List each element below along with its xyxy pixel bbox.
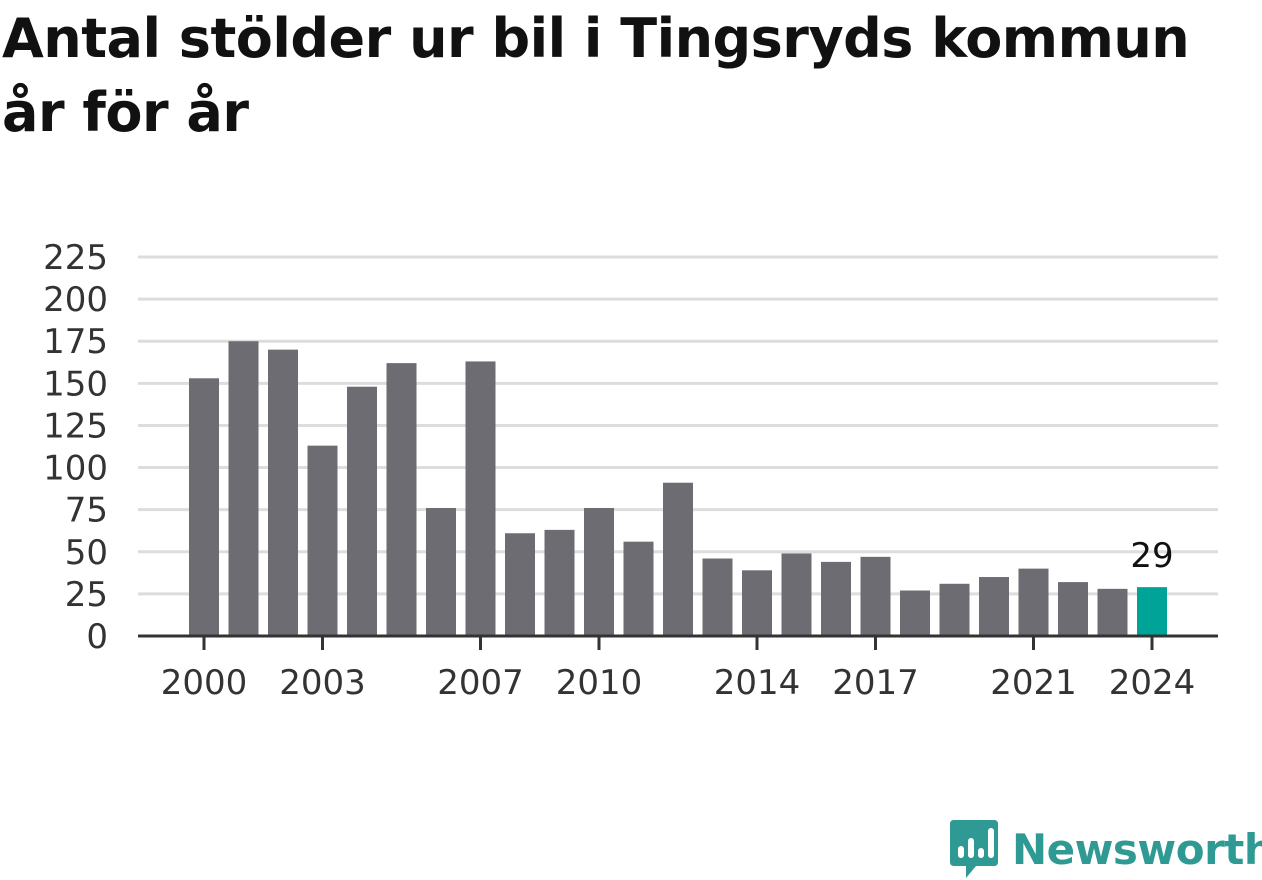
bar xyxy=(189,378,219,636)
bar xyxy=(1097,588,1128,636)
bar xyxy=(1058,582,1088,636)
x-tick-label: 2014 xyxy=(714,663,801,703)
y-tick-label: 125 xyxy=(43,406,108,446)
bar xyxy=(742,570,772,636)
y-tick-label: 75 xyxy=(65,491,108,531)
bar xyxy=(1018,568,1049,636)
brand-logo: Newsworthy xyxy=(948,818,1262,880)
bar xyxy=(900,590,930,636)
y-tick-label: 25 xyxy=(65,575,108,615)
bar xyxy=(268,349,298,636)
y-tick-label: 150 xyxy=(43,364,108,404)
y-tick-label: 50 xyxy=(65,533,108,573)
bar xyxy=(939,583,970,636)
bar xyxy=(426,507,456,636)
bar xyxy=(821,561,851,636)
y-tick-label: 100 xyxy=(43,449,108,489)
bar xyxy=(347,386,377,636)
brand-name: Newsworthy xyxy=(1012,824,1262,874)
y-tick-label: 0 xyxy=(86,617,108,657)
y-tick-label: 200 xyxy=(43,280,108,320)
bar xyxy=(465,361,496,636)
bar xyxy=(228,341,259,636)
bar xyxy=(386,363,417,636)
x-tick-label: 2007 xyxy=(437,663,524,703)
x-tick-label: 2003 xyxy=(279,663,366,703)
data-labels: 29 xyxy=(1130,536,1173,576)
bar xyxy=(544,529,575,636)
y-tick-label: 225 xyxy=(43,238,108,278)
bars xyxy=(189,341,1167,636)
bar xyxy=(623,541,654,636)
chart-title: Antal stölder ur bil i Tingsryds kommun … xyxy=(2,7,1190,144)
bar xyxy=(307,445,338,636)
newsworthy-chart-bubble-icon xyxy=(950,820,998,878)
bar-highlight xyxy=(1137,587,1167,636)
bar xyxy=(860,556,891,636)
bar xyxy=(781,553,812,636)
bar xyxy=(505,533,535,636)
bar xyxy=(979,577,1009,636)
x-tick-label: 2010 xyxy=(556,663,643,703)
x-tick-label: 2017 xyxy=(832,663,919,703)
bar xyxy=(584,507,614,636)
y-tick-label: 175 xyxy=(43,322,108,362)
bar xyxy=(663,482,693,636)
x-axis-ticks: 2000 2003 2007 2010 2014 2017 2021 2024 xyxy=(161,636,1196,703)
x-tick-label: 2024 xyxy=(1109,663,1196,703)
bar xyxy=(702,558,733,636)
x-tick-label: 2000 xyxy=(161,663,248,703)
x-tick-label: 2021 xyxy=(990,663,1077,703)
data-label-2024: 29 xyxy=(1130,536,1173,576)
